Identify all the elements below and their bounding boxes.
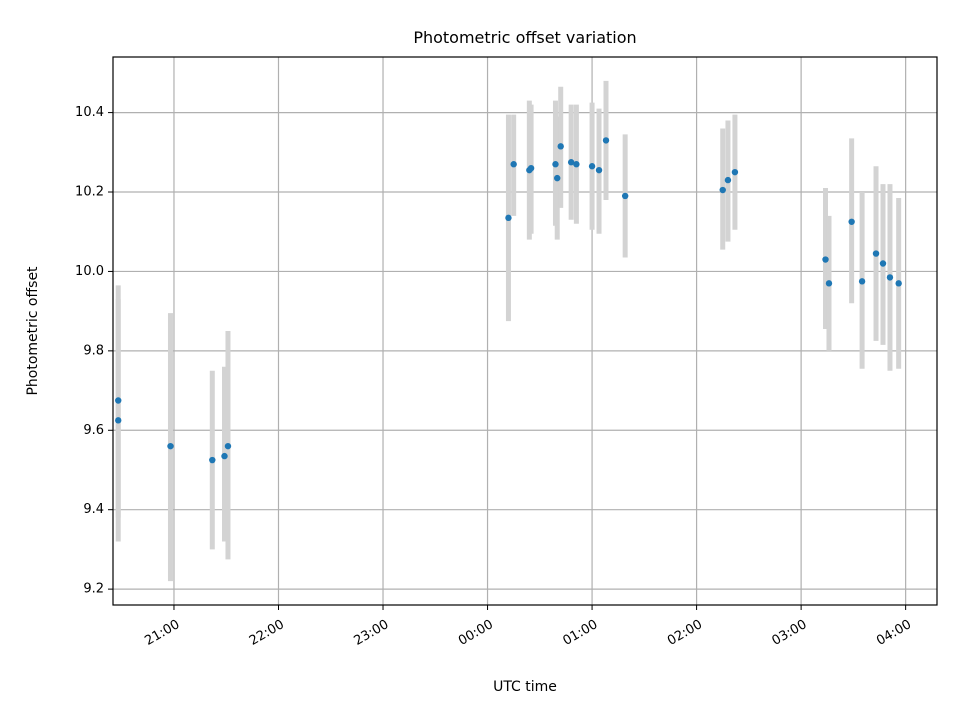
- data-point: [224, 442, 232, 450]
- point-layer: [115, 137, 902, 464]
- chart-title: Photometric offset variation: [413, 28, 636, 47]
- y-tick-label: 10.2: [75, 185, 104, 200]
- x-axis-label: UTC time: [493, 679, 557, 695]
- data-point: [510, 161, 517, 168]
- data-point: [209, 456, 216, 464]
- data-point: [602, 137, 610, 144]
- y-tick-label: 10.4: [75, 105, 104, 120]
- data-point: [886, 274, 894, 281]
- data-point: [872, 250, 880, 257]
- data-point: [724, 176, 732, 184]
- data-point: [879, 260, 887, 267]
- data-point: [621, 192, 629, 200]
- data-point: [719, 186, 726, 194]
- y-axis-ticks: 9.2 9.4 9.6 9.8 10.0 10.2 10.4: [75, 105, 113, 597]
- y-tick-label: 9.4: [83, 502, 104, 517]
- data-point: [527, 164, 535, 172]
- plot-frame: [112, 56, 938, 606]
- data-point: [825, 280, 833, 287]
- y-tick-label: 10.0: [75, 264, 104, 279]
- data-point: [588, 163, 596, 170]
- y-tick-label: 9.6: [83, 423, 104, 438]
- data-point: [557, 143, 564, 150]
- data-point: [595, 166, 603, 174]
- data-point: [567, 159, 575, 166]
- y-tick-label: 9.8: [83, 343, 104, 358]
- data-point: [858, 278, 866, 285]
- data-point: [731, 168, 739, 176]
- data-point: [167, 442, 174, 450]
- data-point: [554, 174, 561, 182]
- data-point: [115, 417, 122, 424]
- data-point: [822, 256, 829, 263]
- y-axis-label: Photometric offset: [25, 266, 41, 396]
- y-tick-label: 9.2: [83, 582, 104, 597]
- data-point: [573, 161, 580, 168]
- data-point: [221, 452, 228, 460]
- data-point: [505, 214, 512, 222]
- data-point: [552, 161, 559, 168]
- data-point: [115, 397, 122, 404]
- data-point: [895, 280, 902, 287]
- data-point: [848, 218, 855, 225]
- grid: [113, 57, 937, 605]
